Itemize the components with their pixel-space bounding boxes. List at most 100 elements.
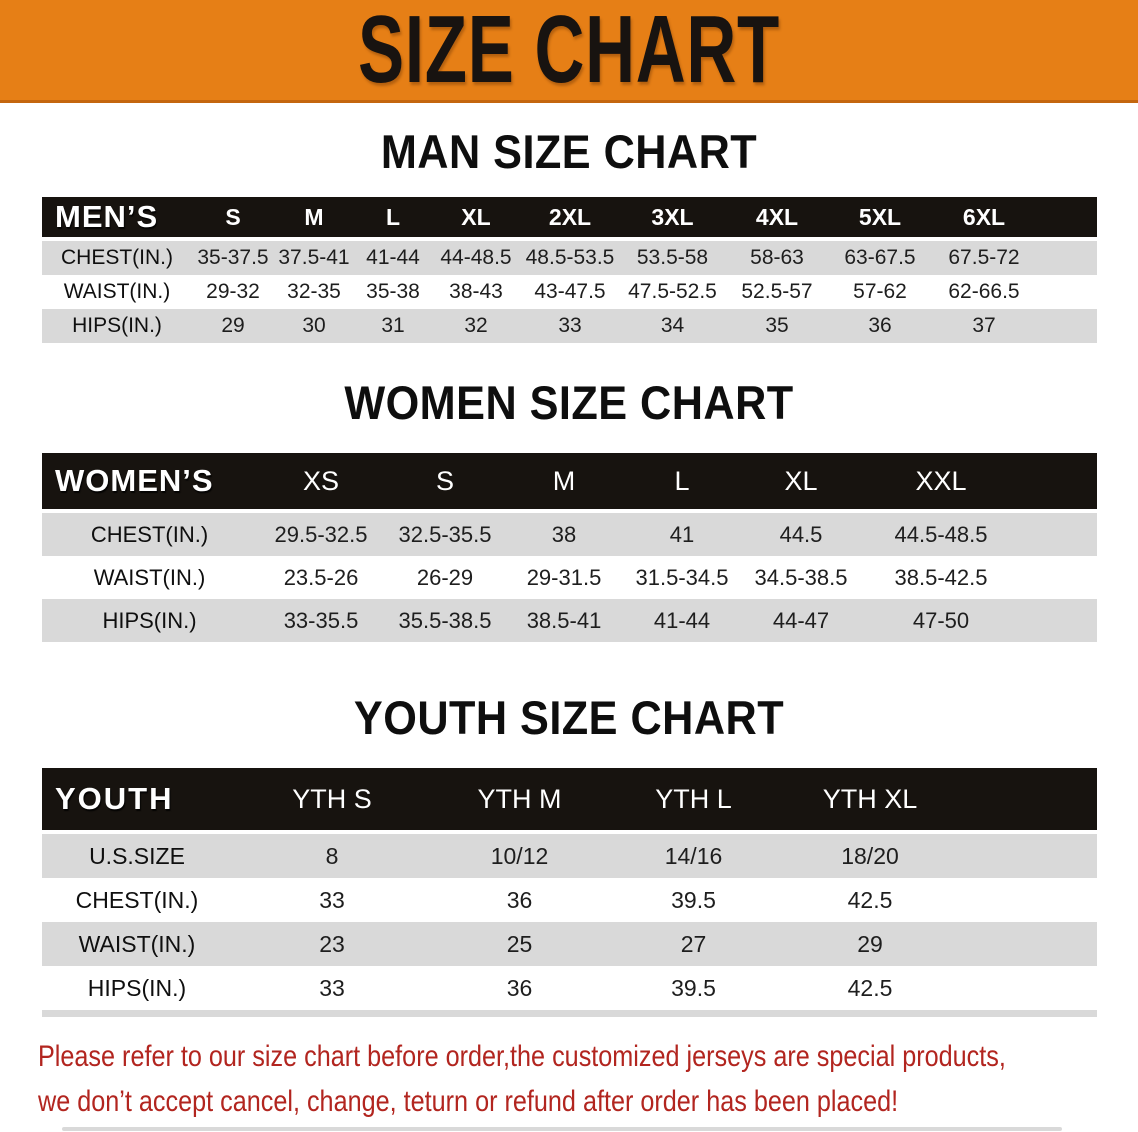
row-filler (1037, 275, 1097, 309)
size-value: 32 (432, 309, 520, 343)
size-value: 44-47 (741, 599, 861, 642)
size-value: 35.5-38.5 (385, 599, 505, 642)
size-value: 37.5-41 (274, 241, 354, 275)
size-column-header: 3XL (620, 197, 725, 241)
header-filler (960, 768, 1097, 834)
measurement-label: WAIST(IN.) (42, 556, 257, 599)
size-value: 35 (725, 309, 829, 343)
size-value: 37 (931, 309, 1037, 343)
size-column-header: L (354, 197, 432, 241)
size-row: HIPS(IN.) 33-35.5 35.5-38.5 38.5-41 41-44 44-… (42, 599, 1097, 642)
size-value: 36 (432, 878, 607, 922)
size-value: 41-44 (623, 599, 741, 642)
size-value: 47-50 (861, 599, 1021, 642)
womens-section-heading: WOMEN SIZE CHART (344, 376, 794, 429)
measurement-label: U.S.SIZE (42, 834, 232, 878)
size-column-header: 4XL (725, 197, 829, 241)
measurement-label: CHEST(IN.) (42, 513, 257, 556)
row-filler (1037, 309, 1097, 343)
size-value: 33 (232, 878, 432, 922)
row-filler (1021, 513, 1097, 556)
size-row: CHEST(IN.) 33 36 39.5 42.5 (42, 878, 1097, 922)
size-column-header: YTH XL (780, 768, 960, 834)
size-column-header: 2XL (520, 197, 620, 241)
size-value: 38 (505, 513, 623, 556)
disclaimer-line-1: Please refer to our size chart before or… (38, 1040, 1006, 1073)
size-value: 23 (232, 922, 432, 966)
size-value: 44.5 (741, 513, 861, 556)
womens-size-table: WOMEN’S XS S M L XL XXL CHEST(IN.) 29.5-32.5 32.… (42, 453, 1097, 642)
size-column-header: XL (741, 453, 861, 513)
size-row: U.S.SIZE 8 10/12 14/16 18/20 (42, 834, 1097, 878)
measurement-label: HIPS(IN.) (42, 966, 232, 1010)
womens-section: WOMEN SIZE CHART WOMEN’S XS S M L XL XXL CHEST… (0, 376, 1138, 642)
row-filler (960, 966, 1097, 1010)
size-column-header: YTH M (432, 768, 607, 834)
row-filler (1037, 241, 1097, 275)
size-value: 41-44 (354, 241, 432, 275)
size-value: 29-32 (192, 275, 274, 309)
size-column-header: XXL (861, 453, 1021, 513)
size-value: 29 (192, 309, 274, 343)
size-header-row: YOUTH YTH S YTH M YTH L YTH XL (42, 768, 1097, 834)
size-value: 44.5-48.5 (861, 513, 1021, 556)
size-value: 18/20 (780, 834, 960, 878)
header-filler (1021, 453, 1097, 513)
row-filler (1021, 599, 1097, 642)
size-row: WAIST(IN.) 23.5-26 26-29 29-31.5 31.5-34.5 34… (42, 556, 1097, 599)
row-filler (1021, 556, 1097, 599)
size-header-row: WOMEN’S XS S M L XL XXL (42, 453, 1097, 513)
size-value: 39.5 (607, 878, 780, 922)
size-column-header: XL (432, 197, 520, 241)
size-value: 30 (274, 309, 354, 343)
header-filler (1037, 197, 1097, 241)
size-value: 42.5 (780, 966, 960, 1010)
banner-title: SIZE CHART (358, 0, 780, 103)
size-row: WAIST(IN.) 29-32 32-35 35-38 38-43 43-47.5 47.… (42, 275, 1097, 309)
size-value: 10/12 (432, 834, 607, 878)
size-row: HIPS(IN.) 29 30 31 32 33 34 35 36 37 (42, 309, 1097, 343)
size-row: CHEST(IN.) 29.5-32.5 32.5-35.5 38 41 44.5 44.5… (42, 513, 1097, 556)
size-value: 38-43 (432, 275, 520, 309)
size-value: 62-66.5 (931, 275, 1037, 309)
size-value: 26-29 (385, 556, 505, 599)
size-value: 44-48.5 (432, 241, 520, 275)
youth-section: YOUTH SIZE CHART YOUTH YTH S YTH M YTH L YTH… (0, 691, 1138, 1017)
size-value: 34 (620, 309, 725, 343)
size-value: 31 (354, 309, 432, 343)
size-column-header: S (192, 197, 274, 241)
size-value: 27 (607, 922, 780, 966)
size-value: 8 (232, 834, 432, 878)
size-header-row: MEN’S S M L XL 2XL 3XL 4XL 5XL 6XL (42, 197, 1097, 241)
size-column-header: S (385, 453, 505, 513)
size-column-header: M (505, 453, 623, 513)
size-value: 29 (780, 922, 960, 966)
size-value: 57-62 (829, 275, 931, 309)
youth-section-heading: YOUTH SIZE CHART (353, 691, 785, 744)
size-value: 52.5-57 (725, 275, 829, 309)
size-value: 38.5-42.5 (861, 556, 1021, 599)
size-value: 23.5-26 (257, 556, 385, 599)
size-value: 14/16 (607, 834, 780, 878)
size-value: 36 (432, 966, 607, 1010)
size-value: 25 (432, 922, 607, 966)
measurement-label: HIPS(IN.) (42, 599, 257, 642)
size-column-header: YTH S (232, 768, 432, 834)
size-value: 32-35 (274, 275, 354, 309)
size-value: 42.5 (780, 878, 960, 922)
measurement-label: WAIST(IN.) (42, 275, 192, 309)
size-row: WAIST(IN.) 23 25 27 29 (42, 922, 1097, 966)
size-column-header: M (274, 197, 354, 241)
mens-size-table: MEN’S S M L XL 2XL 3XL 4XL 5XL 6XL CHEST(IN.) 35-3… (42, 197, 1097, 343)
row-filler (960, 922, 1097, 966)
bottom-edge-shadow (62, 1127, 1062, 1131)
size-column-header: YTH L (607, 768, 780, 834)
size-value: 53.5-58 (620, 241, 725, 275)
measurement-label: WAIST(IN.) (42, 922, 232, 966)
size-value: 29.5-32.5 (257, 513, 385, 556)
row-filler (960, 834, 1097, 878)
size-chart-banner: SIZE CHART (0, 0, 1138, 103)
disclaimer: Please refer to our size chart before or… (38, 1034, 1138, 1124)
size-value: 67.5-72 (931, 241, 1037, 275)
